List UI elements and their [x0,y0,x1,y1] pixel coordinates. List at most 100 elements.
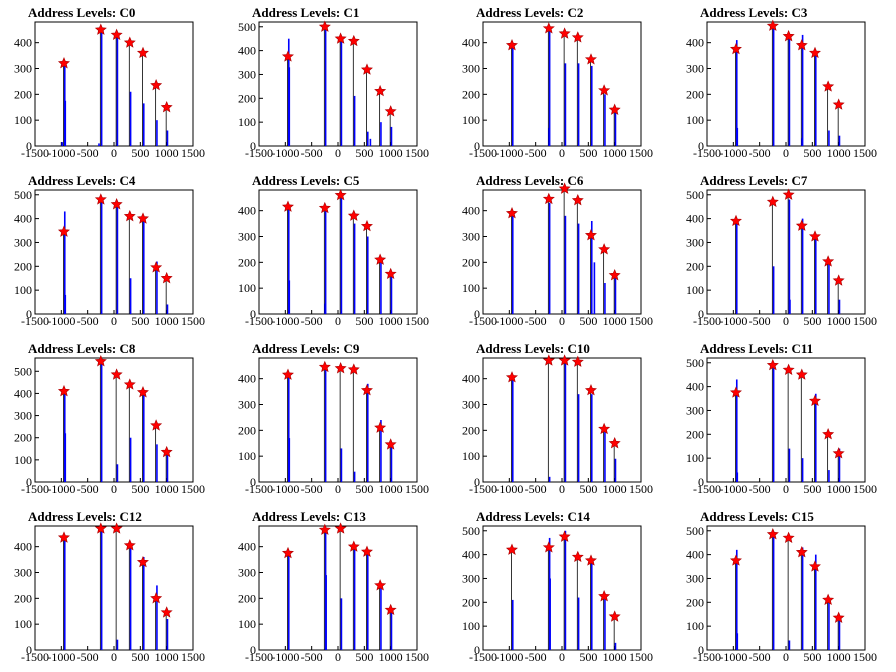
histogram-bar [735,549,738,650]
chart-panel: Address Levels: C3 0 100 200 300 400 -1500 -100… [672,0,896,168]
histogram-bar [390,445,393,482]
y-tick-label: 300 [686,571,704,585]
peak-marker [374,579,387,591]
y-tick-label: 400 [686,548,704,562]
histogram-bar [324,303,326,314]
peak-marker [360,384,373,396]
peak-marker [94,522,107,534]
histogram-bar [324,368,327,482]
peak-marker [782,531,795,544]
y-tick-label: 0 [474,475,480,489]
x-tick-label: -500 [301,650,323,664]
plot-frame [706,357,866,483]
x-tick-label: 1000 [155,482,179,496]
x-tick-label: 1000 [379,314,403,328]
histogram-bar [380,420,382,482]
plot-frame [706,525,866,651]
peak-marker [57,384,70,397]
x-tick-label: -1500 [469,146,497,160]
histogram-bar [549,578,551,650]
histogram-bar [604,94,606,146]
x-tick-label: 1500 [853,146,877,160]
y-tick-label: 500 [462,524,480,538]
histogram-bar [590,65,593,146]
histogram-bar [788,199,791,314]
y-tick-label: 500 [686,188,704,202]
x-tick-label: 500 [355,314,373,328]
y-tick-label: 100 [686,451,704,465]
peak-marker [584,554,597,566]
histogram-bar [166,619,169,650]
y-tick-label: 0 [250,643,256,657]
x-tick-label: 1500 [629,650,653,664]
x-tick-label: -1500 [21,146,49,160]
plot-frame [706,189,866,315]
histogram-bar [736,633,739,650]
x-tick-label: -1000 [495,314,523,328]
chart-title: Address Levels: C5 [252,173,360,188]
y-tick-label: 100 [238,449,256,463]
histogram-bar [287,551,290,650]
peak-marker [782,188,795,200]
peak-marker [542,192,555,205]
y-tick-label: 300 [462,62,480,76]
chart-title: Address Levels: C7 [700,173,808,188]
x-tick-label: 1000 [827,146,851,160]
x-tick-label: 500 [579,146,597,160]
peak-marker [558,530,571,542]
chart-svg: 0 100 200 300 400 -1500-1000 -500 0 500 1000 1500 [238,188,429,328]
peak-marker [360,219,373,232]
peak-marker [150,79,163,91]
peak-marker [832,98,845,110]
x-tick-label: -500 [77,482,99,496]
histogram-bar [116,34,119,146]
histogram-bar [380,588,382,650]
x-tick-label: -500 [525,482,547,496]
y-tick-label: 300 [462,398,480,412]
y-tick-label: 0 [250,307,256,321]
histogram-bar [788,448,791,482]
histogram-bar [353,223,356,314]
histogram-bar [511,378,514,482]
y-tick-label: 400 [686,212,704,226]
chart-svg: 0 100 200 300 400 -1500-1000 -500 0 500 1000 1500 [462,354,653,496]
x-tick-label: -500 [77,146,99,160]
y-tick-label: 100 [462,281,480,295]
histogram-bar [788,640,791,650]
peak-marker [571,31,584,43]
y-tick-label: 200 [14,591,32,605]
x-tick-label: 1500 [629,146,653,160]
chart-svg: 0 100 200 300 400 -1500-1000 -500 0 500 1000 1500 [238,522,429,664]
x-tick-label: 500 [579,314,597,328]
x-tick-label: 0 [111,482,117,496]
chart-panel: Address Levels: C6 0 100 200 300 400 -1500 -100… [448,168,672,336]
x-tick-label: 500 [803,482,821,496]
x-tick-label: -500 [77,314,99,328]
peak-marker [384,105,397,117]
x-tick-label: 500 [803,650,821,664]
histogram-bar [564,363,567,482]
y-tick-label: 200 [462,423,480,437]
histogram-bar [380,122,382,146]
histogram-bar [511,599,514,650]
peak-marker [542,354,555,366]
y-tick-label: 0 [698,643,704,657]
y-tick-label: 200 [238,591,256,605]
y-tick-label: 200 [462,595,480,609]
peak-marker [334,522,347,534]
histogram-bar [814,554,817,650]
peak-marker [808,560,821,572]
chart-svg: 0 100 200 300 400 -1500-1000 -500 0 500 1000 1500 [686,19,877,160]
peak-marker [584,384,597,396]
y-tick-label: 300 [238,230,256,244]
histogram-bar [736,472,739,482]
peak-marker [150,261,163,273]
peak-marker [766,358,779,371]
peak-marker [384,438,397,450]
histogram-bar [340,598,343,650]
y-tick-label: 400 [462,204,480,218]
x-tick-label: -1500 [245,650,273,664]
y-tick-label: 300 [686,403,704,417]
peak-marker [160,606,173,618]
histogram-bar [828,263,830,314]
